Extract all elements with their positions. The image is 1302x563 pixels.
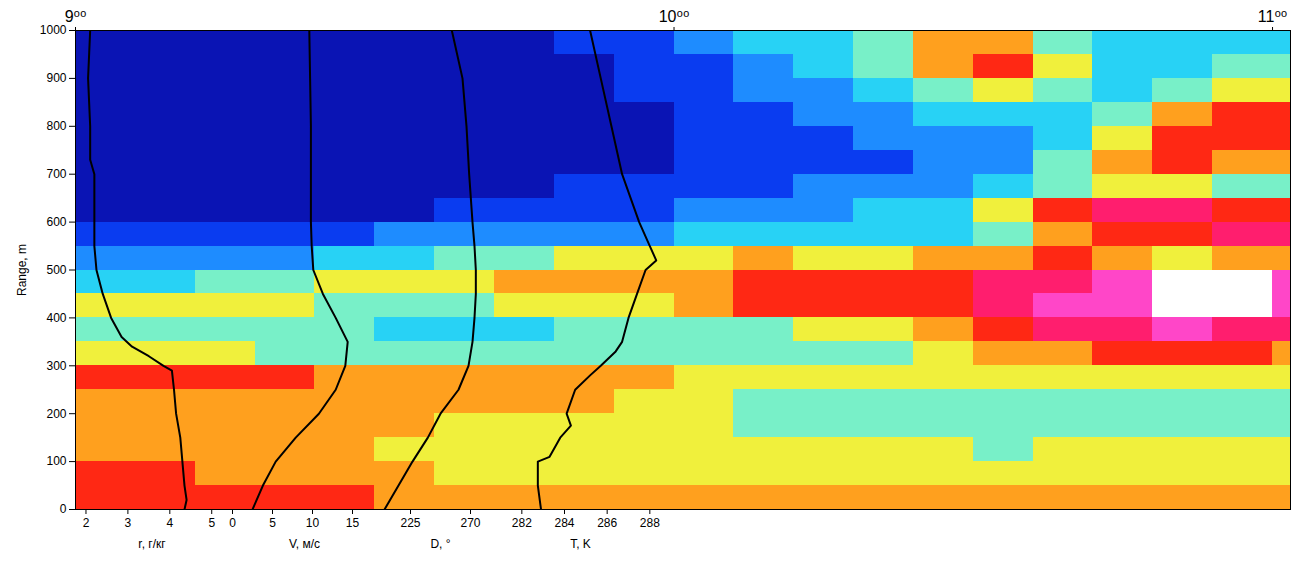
svg-text:4: 4	[166, 516, 173, 530]
svg-text:10: 10	[306, 516, 320, 530]
svg-text:11⁰⁰: 11⁰⁰	[1258, 8, 1287, 25]
svg-text:284: 284	[554, 516, 574, 530]
svg-text:270: 270	[460, 516, 480, 530]
svg-text:3: 3	[125, 516, 132, 530]
svg-text:5: 5	[208, 516, 215, 530]
svg-text:400: 400	[46, 311, 66, 325]
svg-text:T, K: T, K	[570, 537, 591, 551]
svg-text:500: 500	[46, 263, 66, 277]
svg-text:10⁰⁰: 10⁰⁰	[659, 8, 690, 25]
svg-text:Range, m: Range, m	[15, 244, 29, 296]
svg-text:288: 288	[640, 516, 660, 530]
svg-text:2: 2	[83, 516, 90, 530]
svg-text:D, °: D, °	[430, 537, 450, 551]
svg-text:225: 225	[400, 516, 420, 530]
svg-text:9⁰⁰: 9⁰⁰	[65, 8, 87, 25]
svg-text:600: 600	[46, 215, 66, 229]
svg-text:200: 200	[46, 407, 66, 421]
svg-text:800: 800	[46, 119, 66, 133]
svg-text:300: 300	[46, 359, 66, 373]
svg-text:5: 5	[269, 516, 276, 530]
svg-text:1000: 1000	[40, 23, 67, 37]
svg-text:0: 0	[60, 502, 67, 516]
svg-text:700: 700	[46, 167, 66, 181]
svg-text:100: 100	[46, 454, 66, 468]
svg-text:0: 0	[229, 516, 236, 530]
svg-text:r, г/кг: r, г/кг	[138, 537, 166, 551]
svg-text:286: 286	[597, 516, 617, 530]
svg-text:282: 282	[512, 516, 532, 530]
svg-text:V, м/с: V, м/с	[289, 537, 320, 551]
svg-text:15: 15	[346, 516, 360, 530]
svg-text:900: 900	[46, 71, 66, 85]
